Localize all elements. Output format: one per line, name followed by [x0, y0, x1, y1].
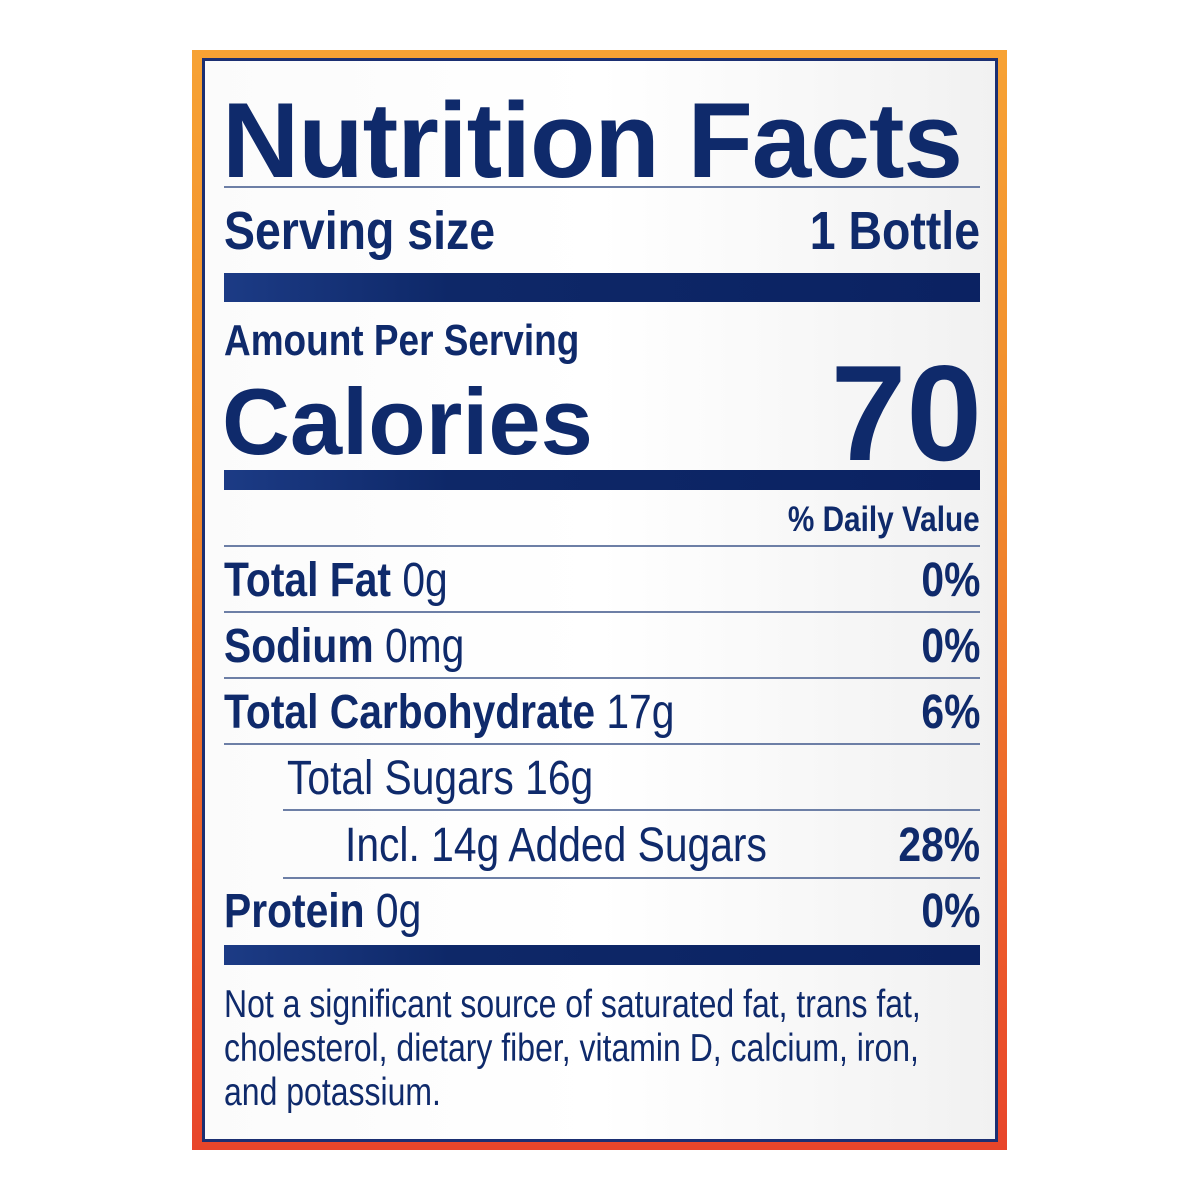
label-title: Nutrition Facts — [222, 80, 963, 200]
nutrient-name: Total Carbohydrate — [224, 686, 596, 739]
divider — [283, 809, 980, 811]
medium-divider — [224, 470, 980, 490]
footnote-line: cholesterol, dietary fiber, vitamin D, c… — [224, 1027, 919, 1070]
nutrient-row-added-sugars: Incl. 14g Added Sugars — [345, 819, 767, 872]
thick-divider — [224, 273, 980, 302]
footnote-line: Not a significant source of saturated fa… — [224, 983, 921, 1026]
thick-divider — [224, 945, 980, 965]
footnote-line: and potassium. — [224, 1071, 441, 1114]
daily-value-header: % Daily Value — [788, 500, 980, 539]
nutrient-amount: 0mg — [384, 620, 465, 673]
calories-value: 70 — [830, 337, 982, 489]
nutrient-amount: 17g — [606, 686, 675, 739]
nutrient-row-total-sugars: Total Sugars 16g — [287, 752, 594, 805]
divider — [224, 743, 980, 745]
nutrient-name: Sodium — [224, 620, 374, 673]
nutrient-dv: 0% — [921, 885, 980, 938]
nutrient-amount: 0g — [375, 885, 422, 938]
divider — [224, 677, 980, 679]
divider — [283, 877, 980, 879]
nutrient-dv: 0% — [921, 554, 980, 607]
nutrient-dv: 28% — [898, 819, 980, 872]
nutrient-row-sodium: Sodium 0mg — [224, 619, 464, 674]
nutrient-name: Total Fat — [224, 554, 391, 607]
calories-label: Calories — [222, 369, 593, 474]
serving-size-label: Serving size — [224, 201, 496, 261]
nutrient-row-total-carbohydrate: Total Carbohydrate 17g — [224, 685, 674, 740]
divider — [224, 186, 980, 188]
amount-per-serving: Amount Per Serving — [224, 316, 580, 365]
nutrient-amount: 0g — [402, 554, 448, 607]
divider — [224, 611, 980, 613]
nutrient-dv: 6% — [921, 686, 980, 739]
divider — [224, 545, 980, 547]
nutrient-name: Protein — [224, 885, 365, 938]
serving-size-value: 1 Bottle — [809, 201, 980, 261]
nutrient-dv: 0% — [921, 620, 980, 673]
nutrient-row-total-fat: Total Fat 0g — [224, 553, 448, 608]
nutrient-row-protein: Protein 0g — [224, 884, 421, 939]
